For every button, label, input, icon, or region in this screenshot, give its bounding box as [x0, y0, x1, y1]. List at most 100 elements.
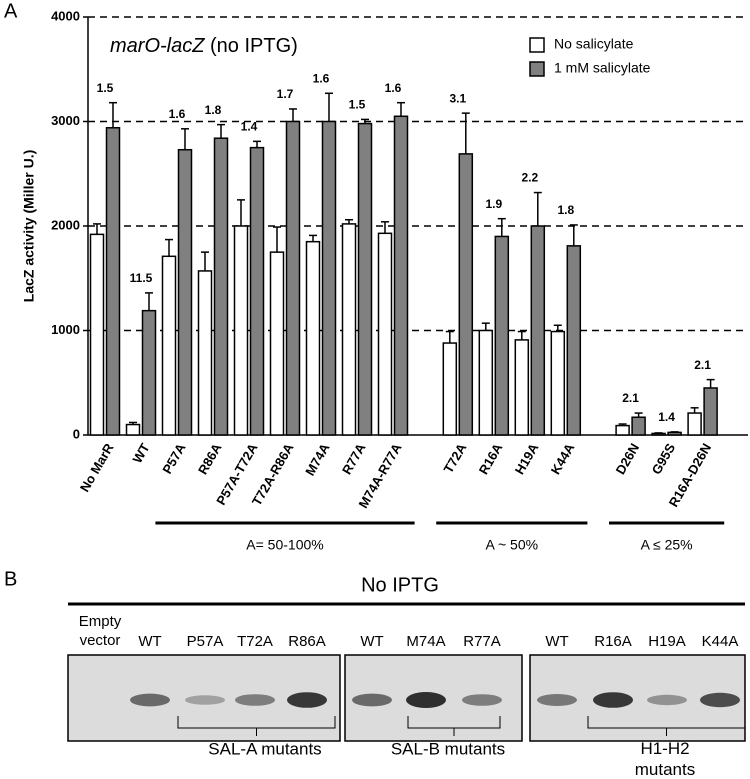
blot-band [406, 692, 446, 708]
bracket-label: SAL-A mutants [208, 739, 321, 758]
lane-label: M74A [406, 633, 445, 650]
lane-label: R16A [594, 633, 632, 650]
bar [141, 309, 157, 436]
bar [550, 330, 566, 436]
y-tick-label: 0 [73, 426, 80, 441]
lane-label: R86A [288, 633, 326, 650]
legend-label: No salicylate [554, 36, 634, 52]
lane-label: T72A [237, 633, 273, 650]
x-tick-label: WT [129, 441, 152, 466]
blot-band [287, 692, 327, 708]
legend-swatch [529, 61, 545, 77]
blot-band [647, 694, 687, 706]
x-tick-label: H19A [512, 440, 542, 477]
y-tick-label: 4000 [51, 8, 80, 23]
bar [305, 240, 321, 436]
bar [125, 423, 141, 436]
blot-band [593, 692, 633, 708]
bar [269, 251, 285, 436]
bracket [177, 716, 336, 736]
group-label: A ~ 50% [486, 537, 539, 553]
fold-change-label: 1.9 [485, 197, 502, 211]
bracket [407, 716, 501, 736]
blot-band [235, 694, 275, 706]
group-label: A ≤ 25% [641, 537, 693, 553]
bracket-label: SAL-B mutants [391, 739, 505, 758]
y-tick-label: 1000 [51, 322, 80, 337]
x-tick-label: D26N [613, 441, 643, 477]
y-axis-label: LacZ activity (Miller U.) [21, 150, 37, 302]
bar [458, 153, 474, 436]
x-tick-label: G95S [649, 440, 679, 477]
bar [161, 255, 177, 436]
blot-title: No IPTG [361, 574, 439, 596]
x-tick-label: M74A [302, 440, 333, 478]
bar [341, 223, 357, 436]
bar [651, 432, 666, 436]
lane-label: Empty vector [79, 613, 122, 649]
lane-label: WT [138, 633, 161, 650]
fold-change-label: 11.5 [130, 271, 153, 285]
bar [530, 225, 546, 436]
bar [478, 329, 494, 436]
bar [321, 120, 337, 436]
x-tick-label: T72A [440, 440, 469, 476]
fold-change-label: 1.6 [385, 81, 402, 95]
blot-band [130, 693, 170, 707]
fold-change-label: 1.8 [205, 103, 222, 117]
legend-swatch [529, 37, 545, 53]
fold-change-label: 3.1 [449, 91, 466, 105]
group-label: A= 50-100% [246, 537, 323, 553]
bracket [587, 716, 746, 736]
fold-change-label: 2.2 [521, 171, 538, 185]
bracket-label: H1-H2 mutants [635, 739, 695, 779]
chart-title: marO-lacZ (no IPTG) [110, 35, 298, 57]
panel-label: B [4, 568, 17, 590]
fold-change-label: 1.5 [349, 98, 366, 112]
bar [89, 233, 105, 436]
fold-change-label: 2.1 [694, 358, 711, 372]
bar [285, 120, 301, 436]
fold-change-label: 1.6 [169, 107, 186, 121]
bar [249, 146, 265, 436]
lane-label: K44A [702, 633, 739, 650]
x-tick-label: R16A [476, 440, 506, 477]
bar [494, 235, 510, 436]
fold-change-label: 1.8 [557, 203, 574, 217]
blot-band [537, 694, 577, 706]
title-rest: (no IPTG) [210, 35, 298, 57]
bar [703, 387, 718, 436]
bar [233, 225, 249, 436]
bar [631, 416, 646, 436]
fold-change-label: 1.4 [658, 410, 675, 424]
x-tick-label: R77A [339, 440, 369, 477]
bar [213, 137, 229, 436]
lane-label: P57A [187, 633, 224, 650]
lane-label: R77A [463, 633, 501, 650]
fold-change-label: 1.6 [313, 71, 330, 85]
panel-label: A [4, 0, 18, 22]
bar [105, 127, 121, 436]
x-tick-label: P57A [159, 440, 189, 476]
y-tick-label: 3000 [51, 113, 80, 128]
x-tick-label: No MarR [77, 440, 117, 494]
legend-label: 1 mM salicylate [554, 60, 651, 76]
blot-band [700, 692, 740, 708]
lane-label: WT [360, 633, 383, 650]
bar [615, 424, 630, 436]
bar [177, 148, 193, 436]
fold-change-label: 1.5 [97, 81, 114, 95]
blot-band [185, 695, 225, 705]
bar [566, 245, 582, 436]
lane-label: H19A [648, 633, 686, 650]
y-tick-label: 2000 [51, 217, 80, 232]
bar [667, 431, 682, 436]
lane-label: WT [545, 633, 568, 650]
bar [687, 412, 702, 436]
blot-band [352, 693, 392, 707]
blot-band [462, 694, 502, 706]
bar [197, 270, 213, 436]
bar [514, 339, 530, 436]
fold-change-label: 2.1 [622, 391, 639, 405]
